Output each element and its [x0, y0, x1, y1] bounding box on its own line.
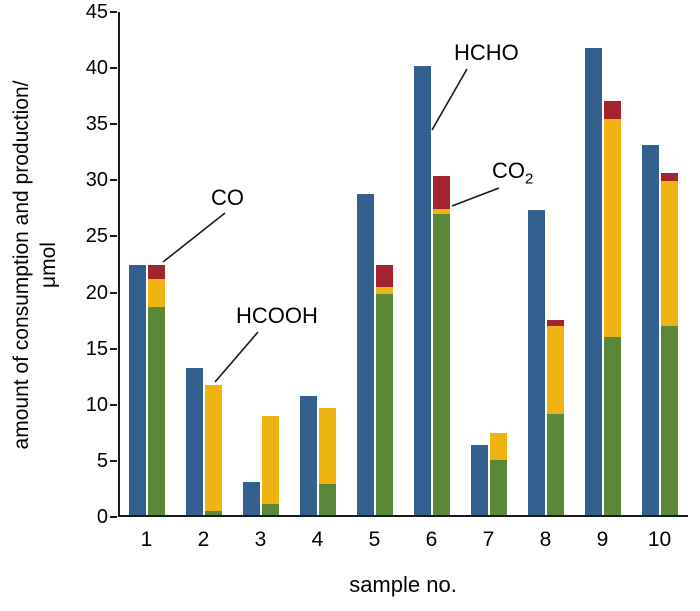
y-tick-mark — [110, 403, 117, 406]
x-tick-label: 10 — [647, 528, 672, 551]
y-tick-mark — [110, 11, 117, 13]
segment-co2-sample-1 — [147, 264, 165, 280]
annotation-hcho: HCHO — [454, 40, 519, 65]
segment-co2-sample-10 — [660, 172, 678, 181]
x-tick-label: 4 — [311, 528, 324, 551]
x-tick-label: 3 — [254, 528, 267, 551]
segment-hcooh-sample-8 — [546, 326, 564, 414]
bar-hcho-sample-6 — [413, 66, 431, 515]
bar-hcho-sample-8 — [527, 209, 545, 515]
y-tick-label: 20 — [85, 281, 108, 304]
x-tick-label: 8 — [539, 528, 552, 551]
segment-hcooh-sample-9 — [603, 118, 621, 337]
y-tick-mark — [110, 291, 117, 294]
segment-co2-sample-9 — [603, 100, 621, 119]
y-tick-label: 0 — [96, 506, 108, 528]
segment-co-sample-4 — [318, 483, 336, 515]
segment-hcooh-sample-7 — [489, 433, 507, 460]
y-tick-label: 25 — [85, 225, 108, 248]
y-tick-mark — [110, 235, 117, 238]
x-axis-title: sample no. — [349, 572, 457, 597]
bar-hcho-sample-4 — [299, 396, 317, 515]
y-tick-mark — [110, 459, 117, 462]
x-tick-label: 9 — [596, 528, 609, 551]
bar-hcho-sample-9 — [584, 48, 602, 515]
y-tick-mark — [110, 123, 117, 126]
x-tick-label: 1 — [140, 528, 153, 551]
segment-hcooh-sample-5 — [375, 287, 393, 294]
y-tick-label: 45 — [85, 1, 108, 23]
x-tick-label: 7 — [482, 528, 495, 551]
segment-co-sample-2 — [204, 510, 222, 515]
segment-hcooh-sample-1 — [147, 279, 165, 308]
y-tick-label: 15 — [85, 337, 108, 360]
segment-co2-sample-8 — [546, 319, 564, 327]
y-tick-mark — [110, 67, 117, 70]
x-tick-label: 6 — [425, 528, 438, 551]
plot-area — [118, 12, 688, 517]
bar-hcho-sample-2 — [185, 367, 203, 515]
bar-hcho-sample-5 — [356, 194, 374, 515]
segment-co-sample-6 — [432, 214, 450, 515]
segment-hcooh-sample-2 — [204, 384, 222, 511]
bar-hcho-sample-7 — [470, 445, 488, 515]
segment-hcooh-sample-4 — [318, 408, 336, 484]
y-tick-mark — [110, 347, 117, 350]
segment-co-sample-8 — [546, 414, 564, 515]
annotation-co: CO — [211, 185, 244, 210]
y-tick-label: 40 — [85, 57, 108, 80]
segment-co-sample-3 — [261, 503, 279, 515]
y-tick-mark — [110, 179, 117, 182]
segment-co-sample-1 — [147, 307, 165, 515]
segment-co-sample-5 — [375, 293, 393, 515]
bar-hcho-sample-3 — [242, 482, 260, 515]
x-tick-label: 2 — [197, 528, 210, 551]
y-tick-label: 30 — [85, 169, 108, 192]
y-tick-mark — [110, 516, 117, 518]
x-tick-label: 5 — [368, 528, 381, 551]
segment-hcooh-sample-10 — [660, 180, 678, 327]
annotation-hcooh: HCOOH — [236, 303, 318, 328]
y-tick-label: 5 — [96, 449, 108, 472]
segment-co-sample-10 — [660, 326, 678, 515]
y-tick-label: 10 — [85, 393, 108, 416]
bar-hcho-sample-1 — [128, 264, 146, 515]
segment-co2-sample-6 — [432, 176, 450, 209]
y-tick-label: 35 — [85, 113, 108, 136]
bar-hcho-sample-10 — [641, 144, 659, 515]
y-axis-title: amount of consumption and production/ μm… — [10, 80, 60, 450]
segment-co-sample-9 — [603, 336, 621, 515]
segment-hcooh-sample-3 — [261, 416, 279, 504]
annotation-co2: CO2 — [492, 158, 534, 188]
segment-co2-sample-5 — [375, 264, 393, 288]
segment-hcooh-sample-6 — [432, 208, 450, 215]
segment-co-sample-7 — [489, 460, 507, 515]
